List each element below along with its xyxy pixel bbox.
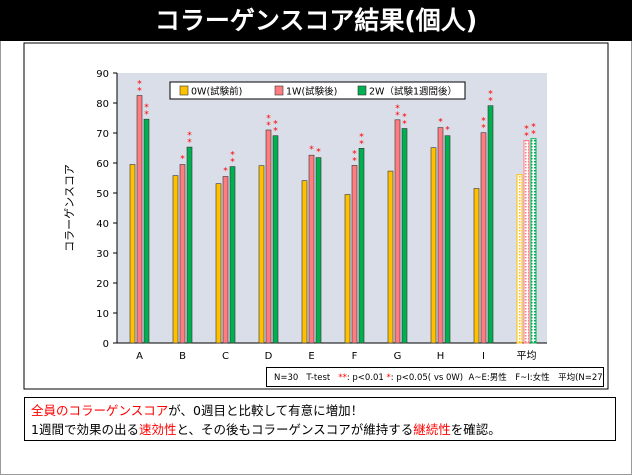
legend-box bbox=[169, 81, 466, 100]
stats-note: N=30 T-test **: p<0.01 *: p<0.05( vs 0W)… bbox=[266, 367, 604, 387]
legend-swatch-2 bbox=[357, 85, 367, 96]
x-tick-label: G bbox=[394, 351, 402, 362]
bar-平均-0 bbox=[516, 174, 523, 344]
x-tick-label: H bbox=[437, 351, 445, 362]
bar-C-2 bbox=[229, 166, 236, 344]
conclusion-box: 全員のコラーゲンスコアが、0週目と比較して有意に増加！ 1週間で効果の出る速効性… bbox=[24, 397, 616, 441]
significance-mark: * bbox=[309, 145, 314, 155]
bar-F-1 bbox=[351, 165, 358, 344]
p-double-text: : p<0.01 bbox=[346, 373, 384, 383]
conclusion-line2-b: と、その後もコラーゲンスコアが維持する bbox=[176, 422, 414, 437]
bar-D-2 bbox=[272, 135, 279, 344]
conclusion-highlight-speed: 速効性 bbox=[138, 422, 177, 437]
y-tick-label: 20 bbox=[96, 279, 109, 290]
bar-I-1 bbox=[480, 132, 487, 344]
bar-D-0 bbox=[258, 165, 265, 344]
bar-D-1 bbox=[265, 129, 272, 344]
bar-I-2 bbox=[487, 105, 494, 344]
bar-A-2 bbox=[143, 118, 150, 344]
significance-mark: * bbox=[316, 148, 321, 158]
bar-F-0 bbox=[344, 194, 351, 344]
x-tick-label: E bbox=[308, 351, 314, 362]
conclusion-line-1: 全員のコラーゲンスコアが、0週目と比較して有意に増加！ bbox=[31, 401, 609, 420]
bar-E-1 bbox=[308, 154, 315, 344]
x-tick-label: A bbox=[136, 351, 143, 362]
page-title: コラーゲンスコア結果(個人) bbox=[0, 0, 632, 41]
y-tick-label: 80 bbox=[96, 99, 109, 110]
significance-mark: * * bbox=[144, 103, 149, 120]
legend-swatch-1 bbox=[274, 85, 284, 96]
bar-B-1 bbox=[179, 164, 186, 344]
conclusion-highlight-all: 全員のコラーゲンスコア bbox=[31, 403, 169, 418]
significance-mark: * * bbox=[402, 113, 407, 130]
bar-F-2 bbox=[358, 148, 365, 344]
bar-H-1 bbox=[437, 127, 444, 344]
bar-C-1 bbox=[222, 176, 229, 344]
conclusion-line2-a: 1週間で効果の出る bbox=[31, 422, 139, 437]
significance-mark: * * bbox=[273, 120, 278, 137]
bar-H-2 bbox=[444, 135, 451, 344]
legend-label-0: 0W(試験前) bbox=[191, 86, 242, 98]
subjects-note: A~E:男性 F~I:女性 平均(N=270) bbox=[468, 373, 604, 383]
y-axis-title: コラーゲンスコア bbox=[63, 164, 76, 252]
bar-B-0 bbox=[172, 175, 179, 344]
p-single-text: : p<0.05( vs 0W) bbox=[390, 373, 464, 383]
significance-mark: * * bbox=[187, 131, 192, 148]
significance-mark: * * bbox=[230, 151, 235, 168]
y-tick-label: 60 bbox=[96, 159, 109, 170]
bar-I-0 bbox=[473, 188, 480, 344]
significance-mark: * * bbox=[352, 149, 357, 166]
significance-mark: * * bbox=[488, 90, 493, 107]
x-tick-label: C bbox=[222, 351, 229, 362]
y-tick-label: 40 bbox=[96, 219, 109, 230]
legend-label-1: 1W(試験後) bbox=[286, 86, 337, 98]
legend-label-2: 2W（試験1週間後） bbox=[369, 86, 457, 98]
y-tick-label: 70 bbox=[96, 129, 109, 140]
x-tick-label: 平均 bbox=[517, 350, 537, 362]
significance-mark: * * bbox=[531, 123, 536, 140]
x-tick-label: I bbox=[482, 351, 485, 362]
sample-size: N=30 bbox=[274, 373, 299, 383]
chart-area: 0 10 20 30 40 50 60 70 80 90 コラーゲンスコア * * * * A * * * B * * * C… bbox=[0, 41, 632, 391]
significance-mark: * bbox=[445, 126, 450, 136]
conclusion-line1-text: が、0週目と比較して有意に増加！ bbox=[168, 403, 364, 418]
single-asterisk-mark: * bbox=[386, 373, 391, 383]
significance-mark: * bbox=[223, 167, 228, 177]
bar-平均-1 bbox=[523, 140, 530, 344]
x-tick-label: F bbox=[352, 351, 358, 362]
significance-mark: * * bbox=[137, 80, 142, 97]
significance-mark: * * bbox=[359, 132, 364, 149]
bar-G-1 bbox=[394, 119, 401, 344]
significance-mark: * bbox=[180, 155, 185, 165]
y-tick-label: 10 bbox=[96, 309, 109, 320]
bar-A-0 bbox=[129, 164, 136, 344]
conclusion-line2-c: を確認。 bbox=[450, 422, 501, 437]
bar-A-1 bbox=[136, 95, 143, 344]
y-tick-label: 90 bbox=[96, 69, 109, 80]
bar-H-0 bbox=[430, 147, 437, 344]
legend-swatch-0 bbox=[179, 85, 189, 96]
conclusion-line-2: 1週間で効果の出る速効性と、その後もコラーゲンスコアが維持する継続性を確認。 bbox=[31, 420, 609, 439]
y-tick-label: 30 bbox=[96, 249, 109, 260]
bar-E-0 bbox=[301, 180, 308, 344]
x-tick-label: D bbox=[265, 351, 273, 362]
bar-G-2 bbox=[401, 128, 408, 344]
significance-mark: * * bbox=[395, 104, 400, 121]
significance-mark: * bbox=[438, 118, 443, 128]
significance-mark: * * bbox=[266, 114, 271, 131]
bar-G-0 bbox=[387, 170, 394, 344]
bar-C-0 bbox=[215, 183, 222, 344]
test-method: T-test bbox=[306, 373, 331, 383]
bar-B-2 bbox=[186, 146, 193, 344]
conclusion-highlight-continuity: 継続性 bbox=[413, 422, 451, 437]
y-tick-label: 0 bbox=[103, 339, 109, 350]
double-asterisk-mark: ** bbox=[338, 373, 347, 383]
significance-mark: * * bbox=[481, 117, 486, 134]
x-tick-label: B bbox=[179, 351, 186, 362]
y-tick-label: 50 bbox=[96, 189, 109, 200]
bar-平均-2 bbox=[530, 138, 537, 344]
bar-E-2 bbox=[315, 157, 322, 344]
significance-mark: * * bbox=[524, 125, 529, 142]
